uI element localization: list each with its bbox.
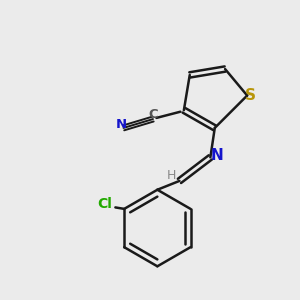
Text: N: N	[116, 118, 127, 131]
Text: C: C	[149, 109, 158, 122]
Text: N: N	[211, 148, 223, 164]
Text: Cl: Cl	[98, 197, 112, 212]
Text: S: S	[245, 88, 256, 103]
Text: H: H	[167, 169, 176, 182]
